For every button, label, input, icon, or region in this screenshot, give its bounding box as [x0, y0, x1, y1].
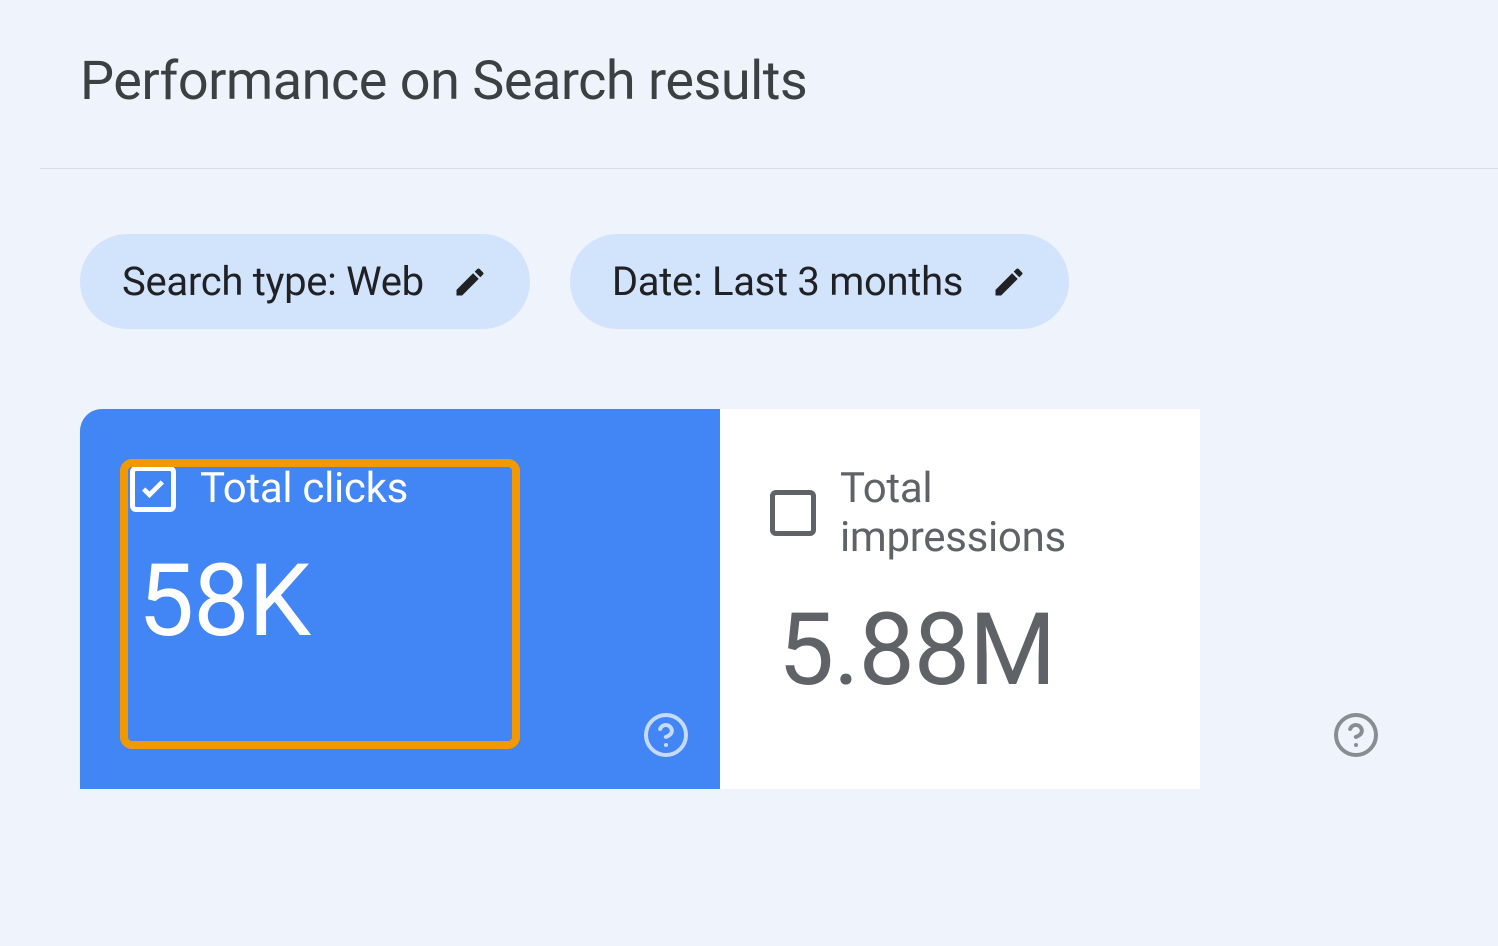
total-impressions-card[interactable]: Total impressions 5.88M: [720, 409, 1200, 789]
date-filter-chip[interactable]: Date: Last 3 months: [570, 234, 1069, 329]
pencil-icon: [991, 264, 1027, 300]
metrics-row: Total clicks 58K Total impressions 5.88M: [80, 409, 1438, 789]
clicks-checkbox[interactable]: [130, 466, 176, 512]
date-filter-label: Date: Last 3 months: [612, 258, 963, 305]
filters-row: Search type: Web Date: Last 3 months: [80, 234, 1438, 329]
impressions-checkbox[interactable]: [770, 490, 816, 536]
help-icon[interactable]: [1332, 711, 1380, 759]
checkmark-icon: [139, 475, 167, 503]
page-title: Performance on Search results: [80, 50, 1438, 113]
pencil-icon: [452, 264, 488, 300]
impressions-header: Total impressions: [770, 464, 1150, 562]
total-clicks-card[interactable]: Total clicks 58K: [80, 409, 720, 789]
clicks-header: Total clicks: [130, 464, 670, 513]
divider: [40, 168, 1498, 169]
search-type-filter-chip[interactable]: Search type: Web: [80, 234, 530, 329]
clicks-label: Total clicks: [200, 464, 408, 513]
impressions-value: 5.88M: [778, 592, 1150, 709]
help-icon[interactable]: [642, 711, 690, 759]
impressions-label: Total impressions: [840, 464, 1150, 562]
search-type-filter-label: Search type: Web: [122, 258, 424, 305]
clicks-value: 58K: [138, 543, 670, 660]
